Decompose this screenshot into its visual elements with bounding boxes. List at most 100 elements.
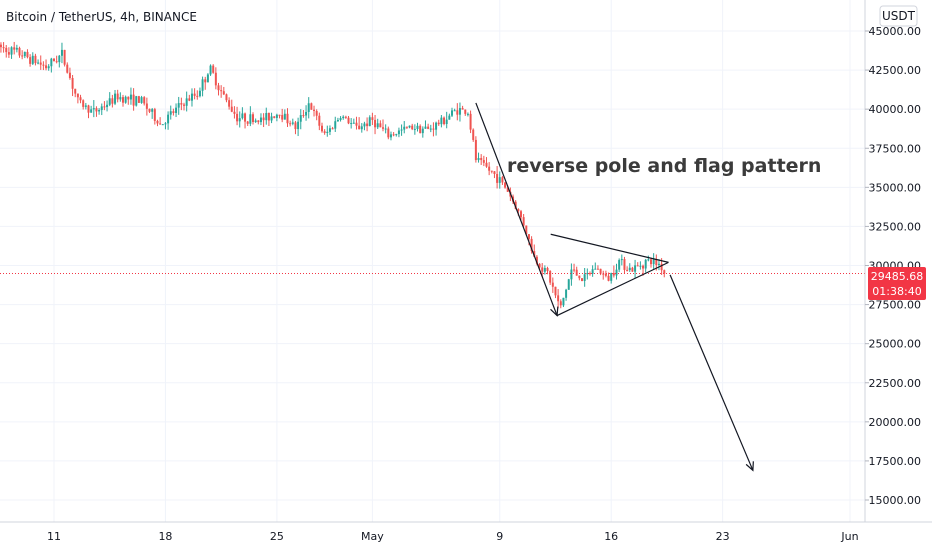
candle-body xyxy=(137,96,140,103)
candle-body xyxy=(222,91,225,95)
candle-body xyxy=(411,125,414,130)
candle-body xyxy=(376,123,379,128)
candle-body xyxy=(270,116,273,121)
candle-body xyxy=(628,267,631,271)
candle-body xyxy=(236,113,239,122)
candle-body xyxy=(573,269,576,271)
candles xyxy=(0,41,666,309)
candle-body xyxy=(570,269,573,280)
candle-body xyxy=(297,121,300,130)
candle-body xyxy=(29,57,32,64)
time-axis[interactable]: 11 18 25 May 9 16 23 Jun xyxy=(47,530,859,543)
candle-body xyxy=(334,121,337,129)
candle-body xyxy=(307,103,310,112)
candle-body xyxy=(90,109,93,113)
candle-body xyxy=(289,123,292,125)
candle-body xyxy=(55,61,58,63)
candle-body xyxy=(594,268,597,270)
candle-body xyxy=(310,103,313,110)
candle-body xyxy=(395,134,398,136)
time-tick-label: 9 xyxy=(496,530,503,543)
candle-body xyxy=(623,259,626,270)
price-tick-label: 27500.00 xyxy=(869,299,922,312)
candle-body xyxy=(650,259,652,265)
candle-body xyxy=(488,166,491,171)
candle-body xyxy=(466,113,469,115)
candle-body xyxy=(355,122,358,126)
candle-body xyxy=(360,126,363,130)
candle-body xyxy=(0,44,2,48)
candle-body xyxy=(159,123,162,125)
candle-body xyxy=(60,49,63,56)
candle-body xyxy=(209,65,212,75)
candle-body xyxy=(657,263,660,266)
price-tick-label: 32500.00 xyxy=(869,220,922,233)
candle-body xyxy=(177,103,180,108)
bar-countdown-label: 01:38:40 xyxy=(872,285,921,298)
candle-body xyxy=(193,93,196,96)
candle-body xyxy=(634,265,637,272)
candle-body xyxy=(347,117,350,124)
price-tick-label: 25000.00 xyxy=(869,338,922,351)
candle-body xyxy=(437,122,440,125)
candle-body xyxy=(342,116,345,119)
candle-body xyxy=(535,256,538,264)
trend-line[interactable] xyxy=(556,261,669,317)
price-tick-label: 22500.00 xyxy=(869,377,922,390)
candle-body xyxy=(612,273,615,276)
candle-body xyxy=(642,265,645,269)
candle-body xyxy=(241,113,244,119)
candle-body xyxy=(440,117,443,125)
candle-body xyxy=(413,128,416,130)
candle-body xyxy=(445,119,448,125)
candle-body xyxy=(71,78,74,89)
candle-body xyxy=(496,173,499,183)
candle-body xyxy=(275,114,278,118)
candle-body xyxy=(5,47,8,53)
currency-button[interactable]: USDT xyxy=(879,5,918,27)
projection-arrow[interactable] xyxy=(669,274,754,471)
candle-body xyxy=(591,269,594,274)
candle-body xyxy=(493,171,496,174)
candle-body xyxy=(586,273,589,275)
candle-body xyxy=(519,211,522,218)
candle-body xyxy=(143,97,146,104)
candle-body xyxy=(129,94,132,100)
candle-body xyxy=(464,109,467,114)
candle-body xyxy=(161,124,164,126)
candle-body xyxy=(328,128,331,132)
candle-body xyxy=(42,64,45,66)
candle-body xyxy=(663,270,666,274)
candle-body xyxy=(352,122,355,124)
candle-body xyxy=(238,118,241,122)
candle-body xyxy=(350,123,353,125)
candle-body xyxy=(480,157,483,161)
candle-body xyxy=(604,273,607,276)
trend-line[interactable] xyxy=(475,102,558,316)
trend-line[interactable] xyxy=(550,233,669,263)
candle-body xyxy=(132,94,135,106)
candle-body xyxy=(204,79,207,83)
candle-body xyxy=(87,105,90,113)
candle-body xyxy=(246,121,249,124)
candle-body xyxy=(419,125,422,134)
candle-body xyxy=(318,115,321,126)
candle-body xyxy=(198,90,201,97)
currency-label: USDT xyxy=(882,9,916,23)
candle-body xyxy=(472,129,475,140)
candle-body xyxy=(92,108,95,110)
candle-body xyxy=(68,72,71,79)
candle-body xyxy=(37,62,40,64)
candle-body xyxy=(172,111,175,113)
candle-body xyxy=(626,269,629,271)
candle-body xyxy=(339,118,342,120)
candle-body xyxy=(286,113,289,124)
price-tick-label: 42500.00 xyxy=(869,64,922,77)
candle-body xyxy=(525,225,528,235)
candle-body xyxy=(267,112,270,121)
candle-body xyxy=(201,79,204,91)
candle-body xyxy=(140,97,143,103)
candle-body xyxy=(108,98,111,105)
time-tick-label: 11 xyxy=(47,530,61,543)
candle-body xyxy=(259,117,262,123)
